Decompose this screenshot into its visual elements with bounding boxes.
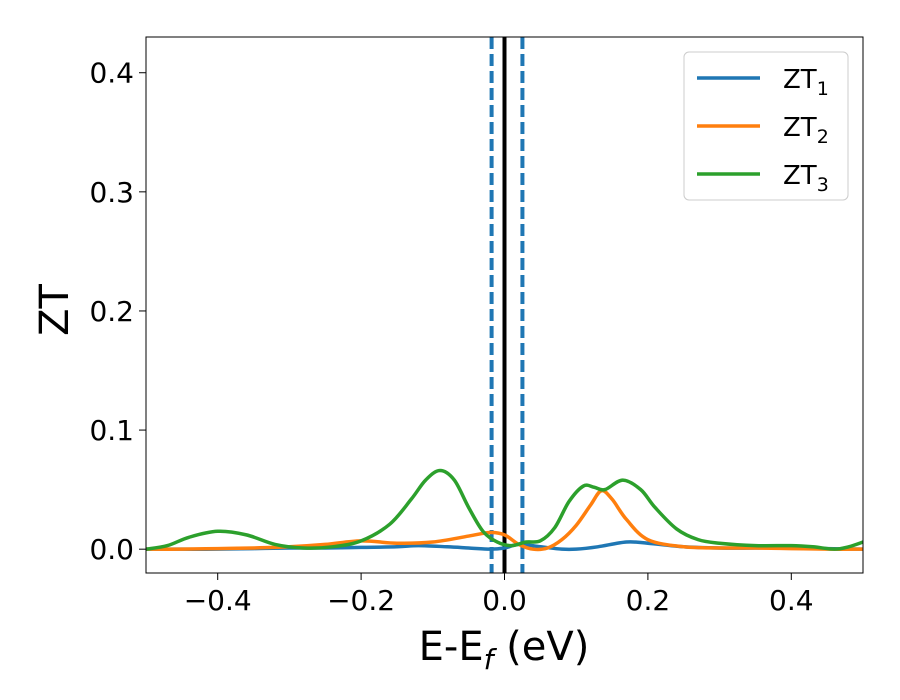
y-tick-label: 0.4: [89, 57, 134, 90]
legend-label-zt1: ZT1: [783, 65, 829, 100]
x-axis-ticks: −0.4 −0.2 0.0 0.2 0.4: [184, 573, 814, 617]
x-tick-label: 0.0: [482, 584, 527, 617]
fermi-level-markers: [489, 37, 525, 573]
x-tick-label: −0.4: [184, 584, 252, 617]
x-tick-label: 0.2: [626, 584, 671, 617]
y-axis-label: ZT: [32, 284, 78, 336]
series-line-zt2: [146, 488, 863, 552]
legend: ZT1 ZT2 ZT3: [683, 51, 849, 201]
x-axis-label: E-Ef (eV): [419, 624, 590, 676]
y-axis-ticks: 0.0 0.1 0.2 0.3 0.4: [89, 57, 146, 566]
y-tick-label: 0.1: [89, 414, 134, 447]
legend-label-zt2: ZT2: [783, 113, 829, 148]
series-lines: [146, 468, 863, 552]
series-line-zt3: [146, 468, 863, 551]
y-tick-label: 0.2: [89, 295, 134, 328]
legend-label-zt3: ZT3: [783, 161, 829, 196]
x-tick-label: −0.2: [327, 584, 395, 617]
legend-box: [683, 51, 849, 201]
y-tick-label: 0.0: [89, 533, 134, 566]
x-tick-label: 0.4: [769, 584, 814, 617]
y-tick-label: 0.3: [89, 176, 134, 209]
